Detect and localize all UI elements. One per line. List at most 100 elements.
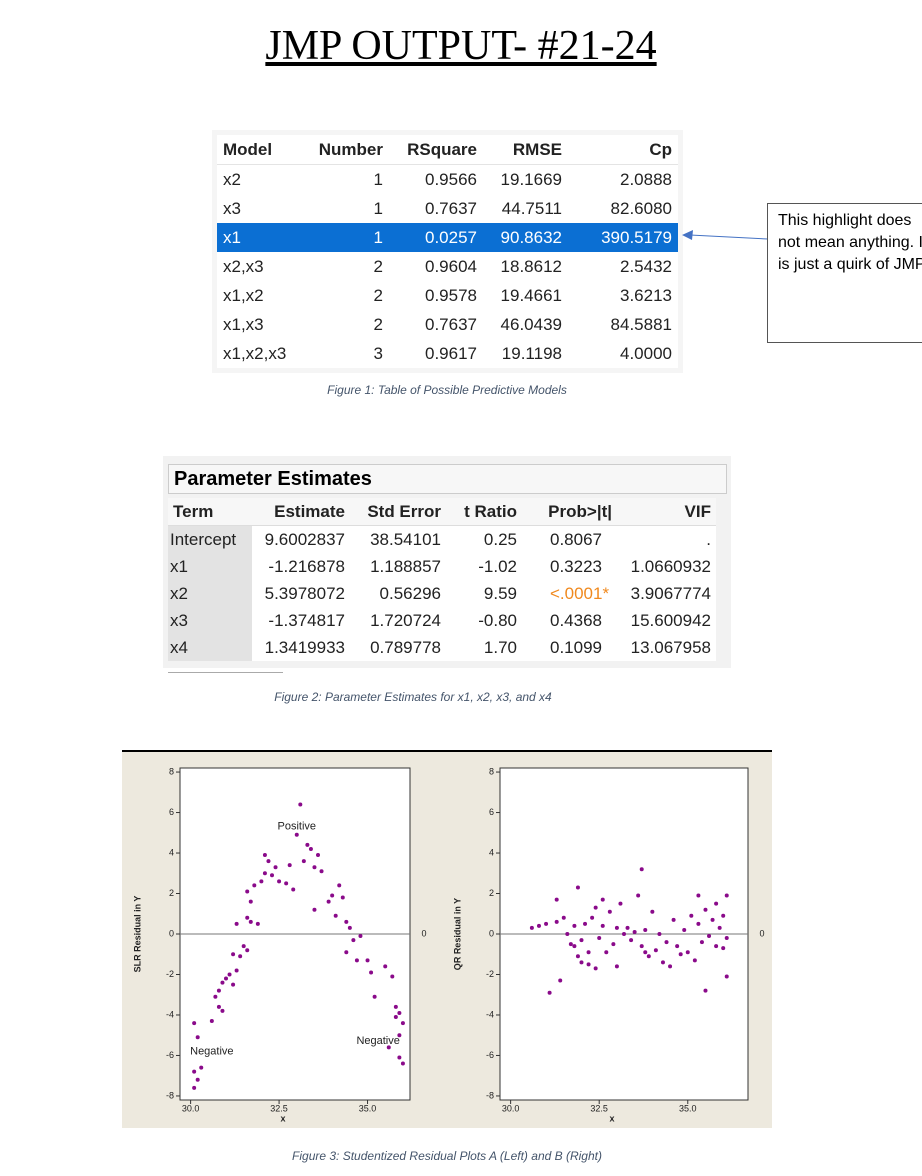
table-title: Parameter Estimates [168, 464, 727, 494]
point [192, 1085, 197, 1090]
column-header: RMSE [483, 135, 568, 165]
point [312, 907, 317, 912]
point [593, 966, 598, 971]
point [622, 932, 626, 936]
table-cell: 1.0660932 [630, 557, 711, 576]
point [216, 1004, 221, 1009]
point [572, 944, 577, 949]
table-cell: 2 [305, 281, 389, 310]
point [259, 879, 264, 884]
point [544, 921, 549, 926]
point [565, 932, 570, 936]
point [294, 832, 299, 837]
caption: Figure 3: Studentized Residual Plots A (… [292, 1149, 602, 1163]
y-tick-label: 8 [489, 766, 494, 776]
table-cell: 4.0000 [568, 339, 678, 368]
point [643, 927, 648, 932]
point [397, 1010, 402, 1015]
point [583, 921, 588, 926]
point [668, 964, 673, 969]
x-tick-label: 30.0 [182, 1103, 200, 1113]
table-cell: 0.9604 [389, 252, 483, 281]
point [241, 944, 246, 949]
column-header: Number [305, 135, 389, 165]
point [270, 873, 274, 878]
point [220, 1008, 225, 1013]
table-cell: -1.02 [478, 557, 517, 576]
point [611, 942, 616, 947]
table-cell: 0.3223 [550, 557, 602, 576]
point [625, 925, 630, 930]
point [351, 938, 356, 943]
point [213, 994, 218, 999]
y-tick-label: -4 [486, 1009, 494, 1019]
point [284, 881, 289, 886]
point [597, 936, 602, 941]
point [287, 863, 292, 868]
table-cell: 13.067958 [630, 638, 711, 657]
table-cell: 82.6080 [568, 194, 678, 223]
x-tick-label: 32.5 [590, 1103, 608, 1113]
table-cell: x1,x2 [217, 281, 305, 310]
caption: Figure 2: Parameter Estimates for x1, x2… [274, 690, 552, 704]
y-tick-label: 2 [169, 888, 174, 898]
table-cell: 2.0888 [568, 165, 678, 194]
point [554, 897, 559, 902]
point [231, 952, 236, 957]
point [724, 893, 729, 898]
y-tick-label: 6 [489, 807, 494, 817]
point [586, 962, 591, 967]
point [316, 853, 320, 858]
point [386, 1045, 391, 1050]
point [529, 925, 534, 930]
point [248, 919, 253, 924]
table-cell: 5.3978072 [264, 584, 345, 603]
point [305, 842, 310, 847]
page-title: JMP OUTPUT- #21-24 [265, 23, 657, 69]
point [682, 927, 687, 932]
table-cell: 1.720724 [370, 611, 441, 630]
table-cell: -1.374817 [268, 611, 345, 630]
y-axis-label: SLR Residual in Y [132, 896, 142, 973]
table-cell: 1.3419933 [264, 638, 345, 657]
point [689, 913, 694, 918]
point [536, 923, 541, 928]
x-tick-label: 30.0 [502, 1103, 520, 1113]
table-cell: x2,x3 [217, 252, 305, 281]
table-cell: 0.1099 [550, 638, 602, 657]
point [369, 970, 374, 975]
point [618, 901, 623, 906]
point [238, 954, 243, 959]
table-cell: x4 [168, 634, 252, 661]
y-tick-label: -8 [166, 1090, 174, 1100]
table-cell: x1,x3 [217, 310, 305, 339]
table-cell: x3 [217, 194, 305, 223]
point [400, 1061, 405, 1066]
point [699, 940, 704, 945]
point [586, 950, 591, 955]
table-cell: x2 [168, 580, 252, 607]
point [593, 905, 598, 910]
point [643, 950, 648, 955]
table-cell: 84.5881 [568, 310, 678, 339]
point [393, 1004, 398, 1009]
table-cell: 0.25 [483, 530, 517, 549]
point [199, 1065, 204, 1070]
point [216, 988, 221, 993]
point [660, 960, 665, 965]
point [220, 980, 225, 985]
column-header: RSquare [389, 135, 483, 165]
column-header: t Ratio [446, 498, 522, 526]
point [397, 1033, 402, 1038]
point [710, 917, 715, 922]
y-tick-label: 2 [489, 888, 494, 898]
point [383, 964, 388, 969]
table-cell: 3.9067774 [630, 584, 711, 603]
table-cell: 0.0257 [389, 223, 483, 252]
point [629, 938, 634, 943]
table-cell: 1 [305, 223, 389, 252]
y-tick-label: -2 [166, 969, 174, 979]
table-cell: 46.0439 [483, 310, 568, 339]
table-cell: x1,x2,x3 [217, 339, 305, 368]
point [714, 944, 719, 949]
